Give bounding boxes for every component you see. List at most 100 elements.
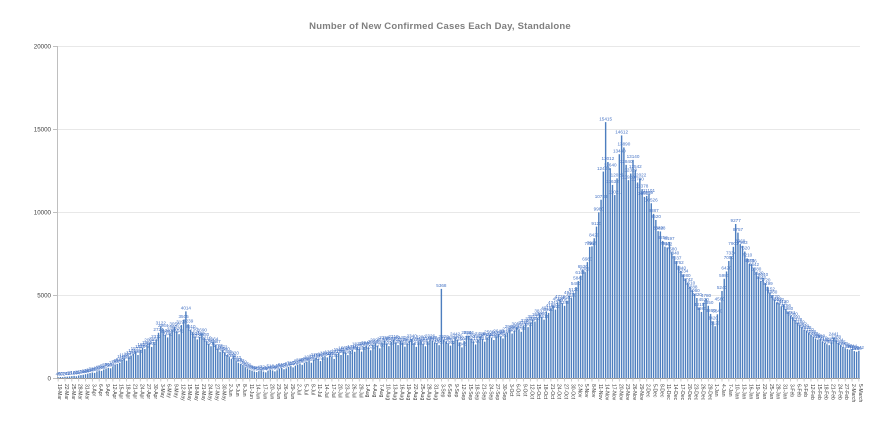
bar[interactable] bbox=[66, 376, 68, 378]
bar[interactable] bbox=[689, 286, 691, 378]
bar[interactable] bbox=[290, 366, 292, 378]
bar[interactable] bbox=[116, 363, 119, 378]
bar[interactable] bbox=[696, 297, 698, 378]
bar[interactable] bbox=[554, 309, 557, 378]
bar[interactable] bbox=[750, 264, 753, 378]
bar[interactable] bbox=[274, 371, 276, 378]
bar[interactable] bbox=[192, 332, 194, 378]
bar[interactable] bbox=[614, 195, 616, 378]
bar[interactable] bbox=[249, 369, 251, 378]
bar[interactable] bbox=[652, 213, 655, 378]
bar[interactable] bbox=[436, 343, 438, 378]
bar[interactable] bbox=[680, 271, 682, 378]
bar[interactable] bbox=[566, 300, 568, 378]
bar[interactable] bbox=[171, 330, 173, 378]
bar[interactable] bbox=[212, 342, 214, 378]
bar[interactable] bbox=[420, 340, 422, 378]
bar[interactable] bbox=[281, 367, 283, 378]
bar[interactable] bbox=[433, 342, 436, 378]
bar[interactable] bbox=[255, 372, 258, 378]
bar[interactable] bbox=[276, 370, 278, 378]
bar[interactable] bbox=[424, 346, 427, 378]
bar[interactable] bbox=[296, 364, 299, 378]
bar[interactable] bbox=[107, 367, 110, 378]
bar[interactable] bbox=[258, 371, 260, 378]
bar[interactable] bbox=[561, 303, 563, 378]
bar[interactable] bbox=[734, 224, 737, 378]
bar[interactable] bbox=[570, 298, 573, 378]
bar[interactable] bbox=[579, 275, 582, 378]
bar[interactable] bbox=[319, 361, 322, 378]
bar[interactable] bbox=[178, 334, 180, 378]
bar[interactable] bbox=[96, 371, 98, 378]
bar[interactable] bbox=[445, 341, 447, 378]
bar[interactable] bbox=[634, 169, 636, 378]
bar[interactable] bbox=[71, 376, 73, 378]
bar[interactable] bbox=[365, 345, 367, 378]
bar[interactable] bbox=[417, 342, 420, 378]
bar[interactable] bbox=[525, 323, 527, 378]
bar[interactable] bbox=[853, 351, 855, 378]
bar[interactable] bbox=[458, 342, 461, 378]
bar[interactable] bbox=[233, 356, 235, 378]
bar[interactable] bbox=[265, 372, 267, 378]
bar[interactable] bbox=[75, 376, 78, 378]
bar[interactable] bbox=[344, 352, 347, 378]
bar[interactable] bbox=[728, 260, 730, 378]
bar[interactable] bbox=[251, 370, 253, 378]
bar[interactable] bbox=[369, 350, 372, 378]
bar[interactable] bbox=[522, 325, 525, 378]
bar[interactable] bbox=[235, 360, 237, 378]
bar[interactable] bbox=[798, 325, 801, 378]
bar[interactable] bbox=[347, 355, 349, 378]
bar[interactable] bbox=[388, 346, 390, 378]
bar[interactable] bbox=[550, 308, 552, 378]
bar[interactable] bbox=[851, 349, 853, 378]
bar[interactable] bbox=[148, 343, 151, 378]
bar[interactable] bbox=[691, 290, 694, 378]
bar[interactable] bbox=[214, 345, 217, 378]
bar[interactable] bbox=[500, 336, 502, 378]
bar[interactable] bbox=[176, 331, 178, 378]
bar[interactable] bbox=[675, 261, 678, 378]
bar[interactable] bbox=[415, 346, 417, 378]
bar[interactable] bbox=[666, 247, 668, 378]
bar[interactable] bbox=[119, 362, 121, 378]
bar[interactable] bbox=[196, 339, 198, 378]
bar[interactable] bbox=[796, 322, 798, 378]
bar[interactable] bbox=[465, 336, 468, 378]
bar[interactable] bbox=[57, 377, 59, 378]
bar[interactable] bbox=[189, 329, 192, 378]
bar[interactable] bbox=[757, 276, 760, 378]
bar[interactable] bbox=[563, 305, 566, 378]
bar[interactable] bbox=[814, 338, 817, 378]
bar[interactable] bbox=[618, 154, 621, 378]
bar[interactable] bbox=[515, 327, 518, 378]
bar[interactable] bbox=[531, 319, 534, 378]
bar[interactable] bbox=[283, 369, 285, 378]
bar[interactable] bbox=[737, 232, 739, 378]
bar[interactable] bbox=[607, 162, 609, 378]
bar[interactable] bbox=[502, 338, 504, 378]
bar[interactable] bbox=[780, 306, 782, 378]
bar[interactable] bbox=[650, 203, 652, 378]
bar[interactable] bbox=[438, 345, 440, 378]
bar[interactable] bbox=[198, 336, 201, 378]
bar[interactable] bbox=[723, 278, 725, 378]
bar[interactable] bbox=[721, 291, 723, 378]
bar[interactable] bbox=[709, 313, 712, 378]
bar[interactable] bbox=[169, 333, 171, 378]
bar[interactable] bbox=[246, 368, 249, 378]
bar[interactable] bbox=[705, 298, 707, 378]
bar[interactable] bbox=[584, 272, 586, 378]
bar[interactable] bbox=[335, 354, 338, 378]
bar[interactable] bbox=[379, 348, 381, 378]
bar[interactable] bbox=[762, 277, 764, 378]
bar[interactable] bbox=[294, 366, 297, 378]
bar[interactable] bbox=[427, 341, 429, 378]
bar[interactable] bbox=[468, 335, 470, 378]
bar[interactable] bbox=[91, 372, 94, 378]
bar[interactable] bbox=[217, 348, 219, 378]
bar[interactable] bbox=[801, 327, 803, 378]
bar[interactable] bbox=[805, 330, 808, 378]
